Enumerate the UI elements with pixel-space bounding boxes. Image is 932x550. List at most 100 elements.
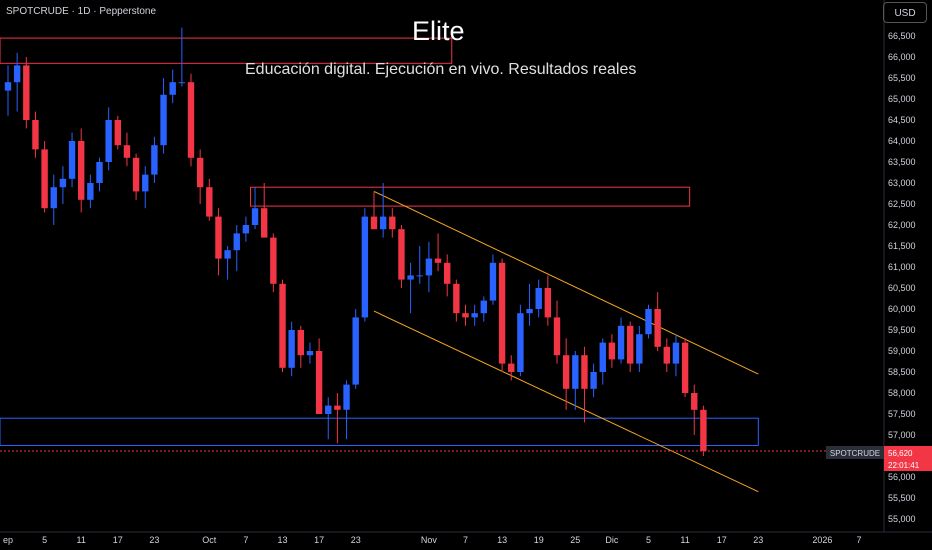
y-tick-label: 60,000	[888, 304, 916, 314]
price-label-countdown-bg	[884, 459, 932, 471]
candle-body	[526, 309, 533, 314]
candle-body	[398, 229, 405, 280]
candle-body	[68, 141, 76, 179]
candle-body	[416, 275, 423, 277]
candle-body	[389, 216, 396, 230]
candle-body	[453, 283, 460, 314]
candle-body	[215, 216, 222, 259]
x-tick-label: 13	[497, 535, 507, 545]
candle-body	[187, 82, 195, 158]
candle-body	[617, 325, 625, 360]
x-tick-label: 2026	[812, 535, 832, 545]
y-tick-label: 58,500	[888, 367, 916, 377]
x-tick-label: 7	[243, 535, 248, 545]
candle-body	[96, 162, 103, 183]
y-tick-label: 63,500	[888, 157, 916, 167]
candle-body	[517, 313, 524, 372]
candle-body	[425, 258, 433, 276]
candle-body	[654, 309, 661, 347]
candle-body	[233, 233, 240, 251]
candle-body	[288, 330, 295, 368]
x-tick-label: 17	[113, 535, 123, 545]
x-tick-label: 23	[753, 535, 763, 545]
y-tick-label: 55,500	[888, 493, 916, 503]
y-tick-label: 65,500	[888, 73, 916, 83]
candle-body	[279, 283, 286, 368]
candle-body	[370, 216, 378, 230]
candle-body	[270, 237, 277, 284]
candle-body	[32, 120, 39, 150]
y-tick-label: 57,500	[888, 409, 916, 419]
candle-body	[590, 372, 597, 389]
candle-body	[663, 346, 670, 364]
channel-line-upper	[373, 190, 759, 375]
candle-body	[59, 178, 67, 188]
candle-body	[297, 330, 304, 356]
y-tick-label: 62,000	[888, 220, 916, 230]
candle-body	[535, 288, 542, 309]
candle-body	[78, 141, 85, 200]
y-tick-label: 58,000	[888, 388, 916, 398]
candle-body	[196, 157, 204, 188]
x-tick-label: ep	[3, 535, 13, 545]
candle-body	[553, 317, 561, 356]
y-tick-label: 66,500	[888, 31, 916, 41]
y-tick-label: 62,500	[888, 199, 916, 209]
candle-body	[261, 208, 268, 238]
candle-body	[462, 313, 469, 318]
y-tick-label: 65,000	[888, 94, 916, 104]
x-tick-label: 17	[314, 535, 324, 545]
candle-body	[471, 313, 478, 318]
candle-body	[562, 355, 570, 389]
x-axis[interactable]: ep 5 11 17 23 Oct 7 13 17 23 Nov 7 13 19 25 Dic 5 11 17 23 2…	[3, 535, 861, 545]
overlay-subtitle: Educación digital. Ejecución en vivo. Re…	[245, 61, 637, 78]
candle-body	[444, 262, 451, 284]
candle-body	[206, 187, 213, 217]
symbol-header[interactable]: SPOTCRUDE · 1D · Pepperstone	[6, 6, 157, 17]
candle-body	[4, 82, 12, 91]
candle-body	[41, 149, 48, 209]
candle-body	[114, 120, 121, 146]
zones-layer	[0, 37, 759, 447]
candles-layer	[4, 27, 707, 456]
candle-body	[700, 409, 707, 451]
x-tick-label: 23	[149, 535, 159, 545]
candle-body	[489, 262, 497, 301]
candle-body	[334, 405, 341, 410]
zone-blue-2	[0, 417, 759, 447]
candle-body	[23, 65, 30, 120]
candle-body	[251, 208, 259, 225]
x-tick-label: 11	[77, 535, 86, 545]
candle-body	[572, 355, 579, 389]
x-tick-label: 19	[534, 535, 544, 545]
y-tick-label: 55,000	[888, 514, 916, 524]
candle-body	[361, 216, 369, 318]
candle-body	[105, 120, 112, 162]
price-label-price-bg	[884, 446, 932, 459]
x-tick-label: Dic	[605, 535, 618, 545]
candle-body	[407, 275, 414, 280]
candle-body	[627, 325, 634, 364]
candle-body	[636, 334, 643, 364]
candle-body	[379, 216, 387, 230]
candle-body	[325, 405, 332, 414]
candle-body	[123, 145, 131, 158]
candle-body	[681, 342, 689, 393]
y-tick-label: 59,000	[888, 346, 916, 356]
y-tick-label: 61,000	[888, 262, 916, 272]
y-tick-label: 63,000	[888, 178, 916, 188]
candle-body	[508, 363, 515, 372]
zone-red-0	[0, 37, 453, 64]
currency-button[interactable]: USD	[883, 2, 927, 23]
x-tick-label: 7	[856, 535, 861, 545]
candle-body	[242, 225, 250, 234]
x-tick-label: 5	[42, 535, 47, 545]
y-tick-label: 56,000	[888, 472, 916, 482]
x-tick-label: 5	[646, 535, 651, 545]
candle-body	[352, 317, 359, 385]
x-tick-label: 13	[277, 535, 287, 545]
candle-body	[160, 94, 167, 146]
candle-body	[645, 309, 652, 335]
y-tick-label: 60,500	[888, 283, 916, 293]
